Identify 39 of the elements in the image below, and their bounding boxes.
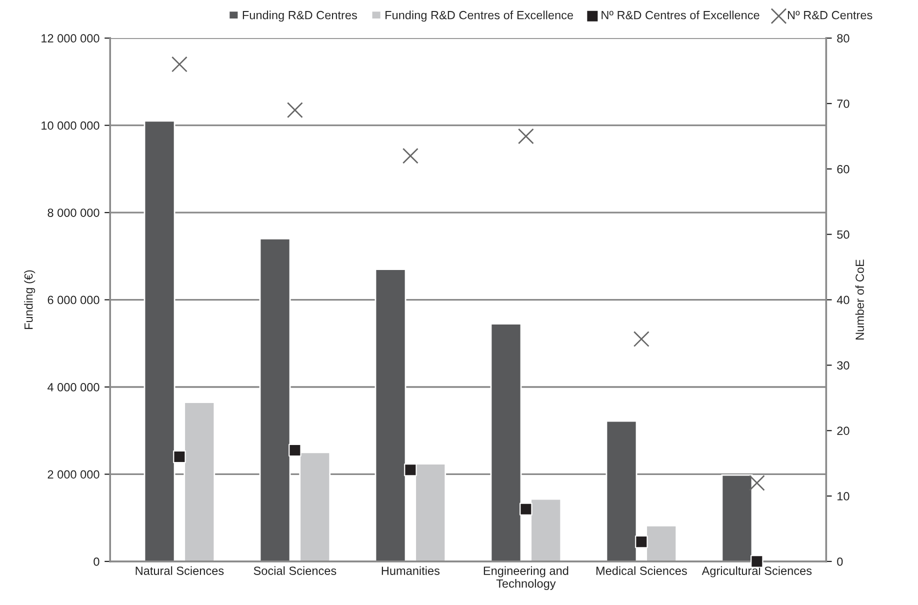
y-tick-label: 4 000 000 [48,383,100,392]
point [402,148,418,164]
point [173,450,186,464]
y2-tick-label: 40 [836,296,850,304]
x-tick-label: Humanities [382,566,440,575]
x-tick-label: Natural Sciences [136,566,224,575]
y-tick-label: 6 000 000 [48,296,100,304]
legend-label: Funding R&D Centres of Excellence [386,10,574,22]
y-tick-label: 10 000 000 [42,121,100,130]
y2-axis-title: Number of CoE [855,260,864,340]
y2-tick-label: 20 [837,426,850,436]
x-tick-label: Social Sciences [254,566,336,575]
point [171,56,188,72]
y2-tick-label: 60 [837,164,850,174]
point [633,331,650,348]
y-tick-label: 0 [94,557,100,566]
legend-label: Nº R&D Centres of Excellence [602,10,760,20]
y-axis-title: Funding (€) [24,270,36,329]
y2-tick-label: 70 [837,100,850,108]
point [404,463,417,476]
y2-tick-label: 10 [838,492,850,500]
y-tick-label: 12 000 000 [42,34,100,43]
point [518,128,534,144]
x-tick-label: Agricultural Sciences [702,566,812,578]
point [520,502,532,516]
point [748,474,765,491]
y2-tick-label: 30 [837,361,850,370]
y2-tick-label: 0 [837,557,843,566]
legend-label: Funding R&D Centres [242,10,357,22]
point [288,444,302,457]
y-tick-label: 2 000 000 [48,470,100,479]
y2-tick-label: 50 [837,230,850,239]
x-tick-label: Medical Sciences [596,566,687,575]
y2-tick-label: 80 [837,34,850,43]
y-tick-label: 8 000 000 [48,208,100,217]
legend-label: Nº R&D Centres [788,10,872,20]
point [286,102,303,118]
point [635,535,648,548]
x-tick-label: Engineering and Technology [484,566,568,590]
